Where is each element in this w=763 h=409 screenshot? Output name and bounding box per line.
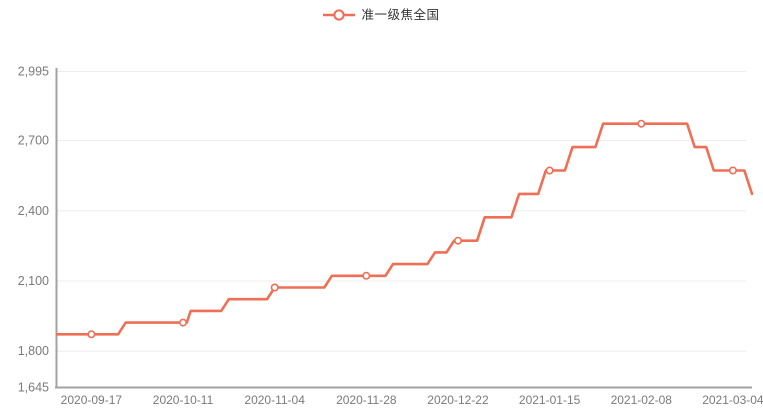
data-point-marker [362,271,371,280]
data-point-marker [545,166,554,175]
x-axis-label: 2021-02-08 [611,393,673,407]
data-point-marker [453,236,462,245]
y-axis-label: 2,700 [18,134,49,148]
legend-item[interactable]: 准一级焦全国 [323,8,439,22]
y-axis-label: 2,100 [18,274,49,288]
x-axis-label: 2020-11-28 [336,393,397,407]
x-axis-label: 2021-01-15 [519,393,581,407]
y-axis-label: 2,995 [18,65,49,79]
y-axis-label: 2,400 [18,204,49,218]
x-axis-label: 2020-11-04 [244,393,305,407]
x-axis-label: 2020-12-22 [427,393,489,407]
legend: 准一级焦全国 [0,8,763,22]
data-point-marker [87,330,96,339]
data-point-marker [728,166,737,175]
x-axis-label: 2020-09-17 [61,393,123,407]
data-point-marker [637,119,646,128]
legend-label: 准一级焦全国 [361,8,440,22]
line-series-legend-marker-icon [323,9,356,21]
x-axis-label: 2020-10-11 [153,393,214,407]
x-axis-label: 2021-03-04 [702,393,763,407]
price-line [55,122,754,336]
data-point-marker [179,318,188,327]
y-axis-label: 1,645 [18,381,49,395]
y-axis-label: 1,800 [18,344,49,358]
data-point-marker [270,283,279,292]
